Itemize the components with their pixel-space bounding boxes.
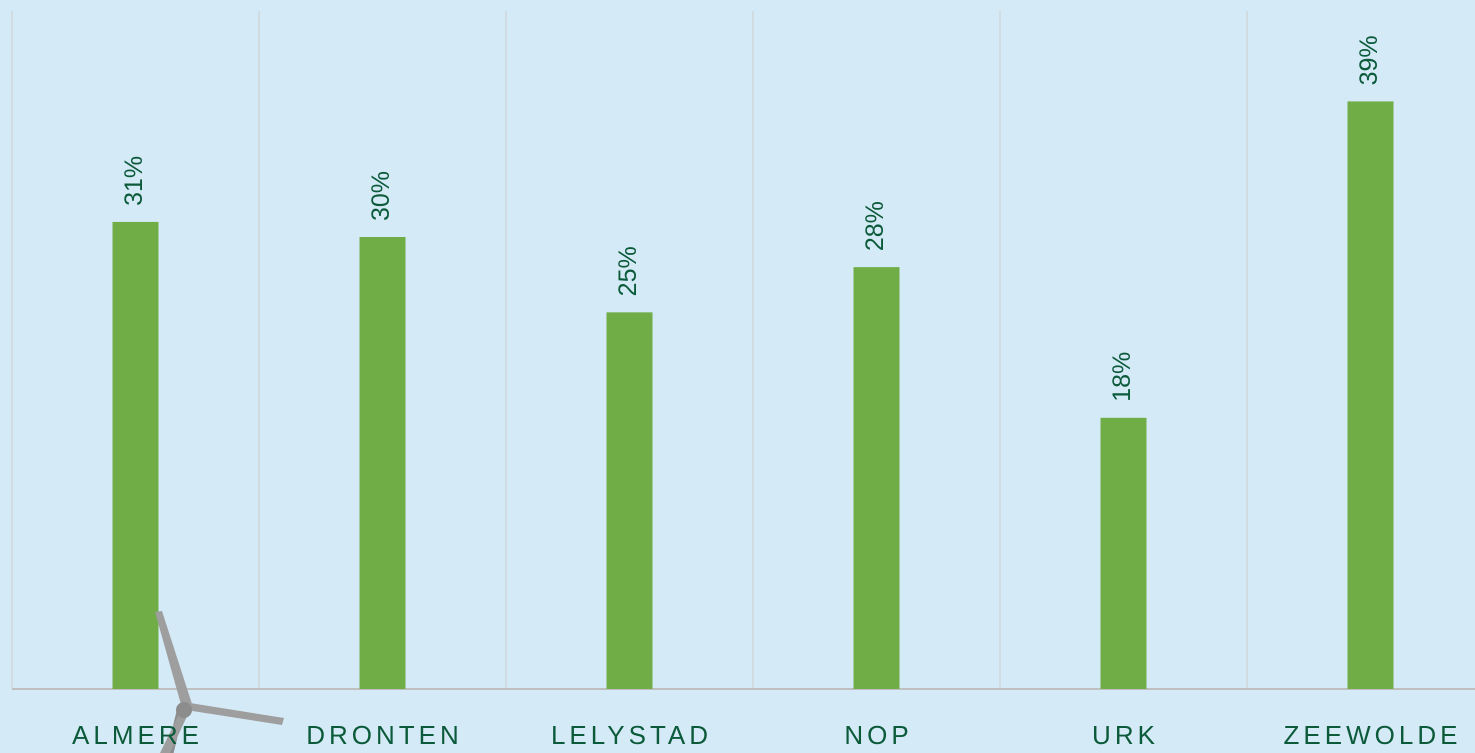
value-label: 28% bbox=[861, 201, 889, 251]
bar bbox=[1348, 101, 1394, 689]
x-tick-label: ALMERE bbox=[72, 720, 203, 750]
x-tick-label: DRONTEN bbox=[306, 720, 463, 750]
value-label: 18% bbox=[1108, 352, 1136, 402]
x-tick-label: URK bbox=[1092, 720, 1159, 750]
turbine-hub bbox=[176, 702, 192, 718]
bar bbox=[854, 267, 900, 689]
bar bbox=[360, 237, 406, 689]
x-tick-label: LELYSTAD bbox=[551, 720, 712, 750]
x-tick-label: NOP bbox=[844, 720, 912, 750]
chart: 31% ALMERE 30% DRONTEN 25% LELYSTAD 28% NOP 18% U… bbox=[0, 0, 1475, 753]
bar bbox=[607, 312, 653, 689]
value-label: 39% bbox=[1355, 35, 1383, 85]
value-label: 30% bbox=[367, 171, 395, 221]
bar bbox=[1101, 418, 1147, 689]
bar bbox=[113, 222, 159, 689]
page: {"chart_data": {"type": "bar", "categori… bbox=[0, 0, 1475, 753]
value-label: 25% bbox=[614, 246, 642, 296]
background bbox=[0, 0, 1475, 753]
value-label: 31% bbox=[120, 156, 148, 206]
x-tick-label: ZEEWOLDE bbox=[1284, 720, 1462, 750]
